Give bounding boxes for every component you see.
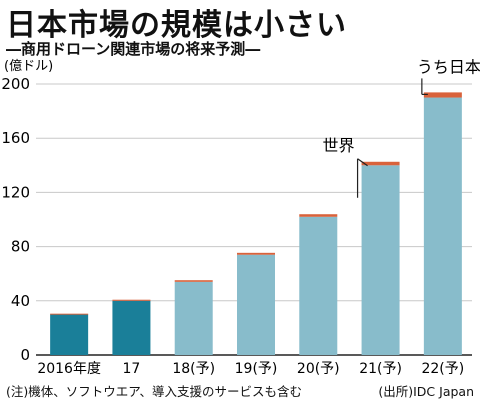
bar-japan <box>237 252 275 255</box>
x-tick-label: 2016年度 <box>37 361 101 377</box>
x-tick-label: 20(予) <box>297 361 340 377</box>
x-tick-label: 18(予) <box>172 361 215 377</box>
y-tick-label: 120 <box>1 183 30 201</box>
y-tick-label: 80 <box>11 238 30 256</box>
y-tick-label: 160 <box>1 129 30 147</box>
bar-world <box>237 254 275 355</box>
annotation-label: 世界 <box>323 136 355 155</box>
bar-world <box>423 97 462 356</box>
bar-japan <box>423 92 462 98</box>
bar-world <box>112 300 151 355</box>
y-tick-label: 40 <box>11 292 30 310</box>
y-axis-ticks: 0 40 80 120 160 200 <box>1 75 30 364</box>
y-tick-label: 200 <box>1 75 30 93</box>
footnote: (注)機体、ソフトウエア、導入支援のサービスも含む <box>6 384 303 399</box>
y-axis-label: (億ドル) <box>4 58 53 74</box>
x-tick-label: 22(予) <box>421 361 464 377</box>
x-tick-label: 19(予) <box>235 361 278 377</box>
bar-japan <box>174 280 213 282</box>
bars <box>50 92 462 356</box>
x-axis-labels: 2016年度 17 18(予) 19(予) 20(予) 21(予) 22(予) <box>37 361 464 377</box>
chart-title: 日本市場の規模は小さい <box>6 8 347 43</box>
bar-world <box>174 281 213 355</box>
bar-world <box>299 216 338 355</box>
chart-subtitle: ―商用ドローン関連市場の将来予測― <box>6 40 261 58</box>
annotations: 世界 うち日本 <box>323 57 480 198</box>
annotation-leader <box>357 158 368 167</box>
bar-japan <box>299 214 338 217</box>
x-tick-label: 21(予) <box>359 361 402 377</box>
bar-japan <box>361 161 400 166</box>
bar-world <box>50 314 89 355</box>
bar-world <box>361 165 400 355</box>
bar-japan <box>50 313 89 315</box>
x-tick-label: 17 <box>123 361 141 377</box>
annotation-label: うち日本 <box>417 57 480 76</box>
bar-japan <box>112 299 151 301</box>
source-credit: (出所)IDC Japan <box>378 384 474 399</box>
y-tick-label: 0 <box>20 346 30 364</box>
